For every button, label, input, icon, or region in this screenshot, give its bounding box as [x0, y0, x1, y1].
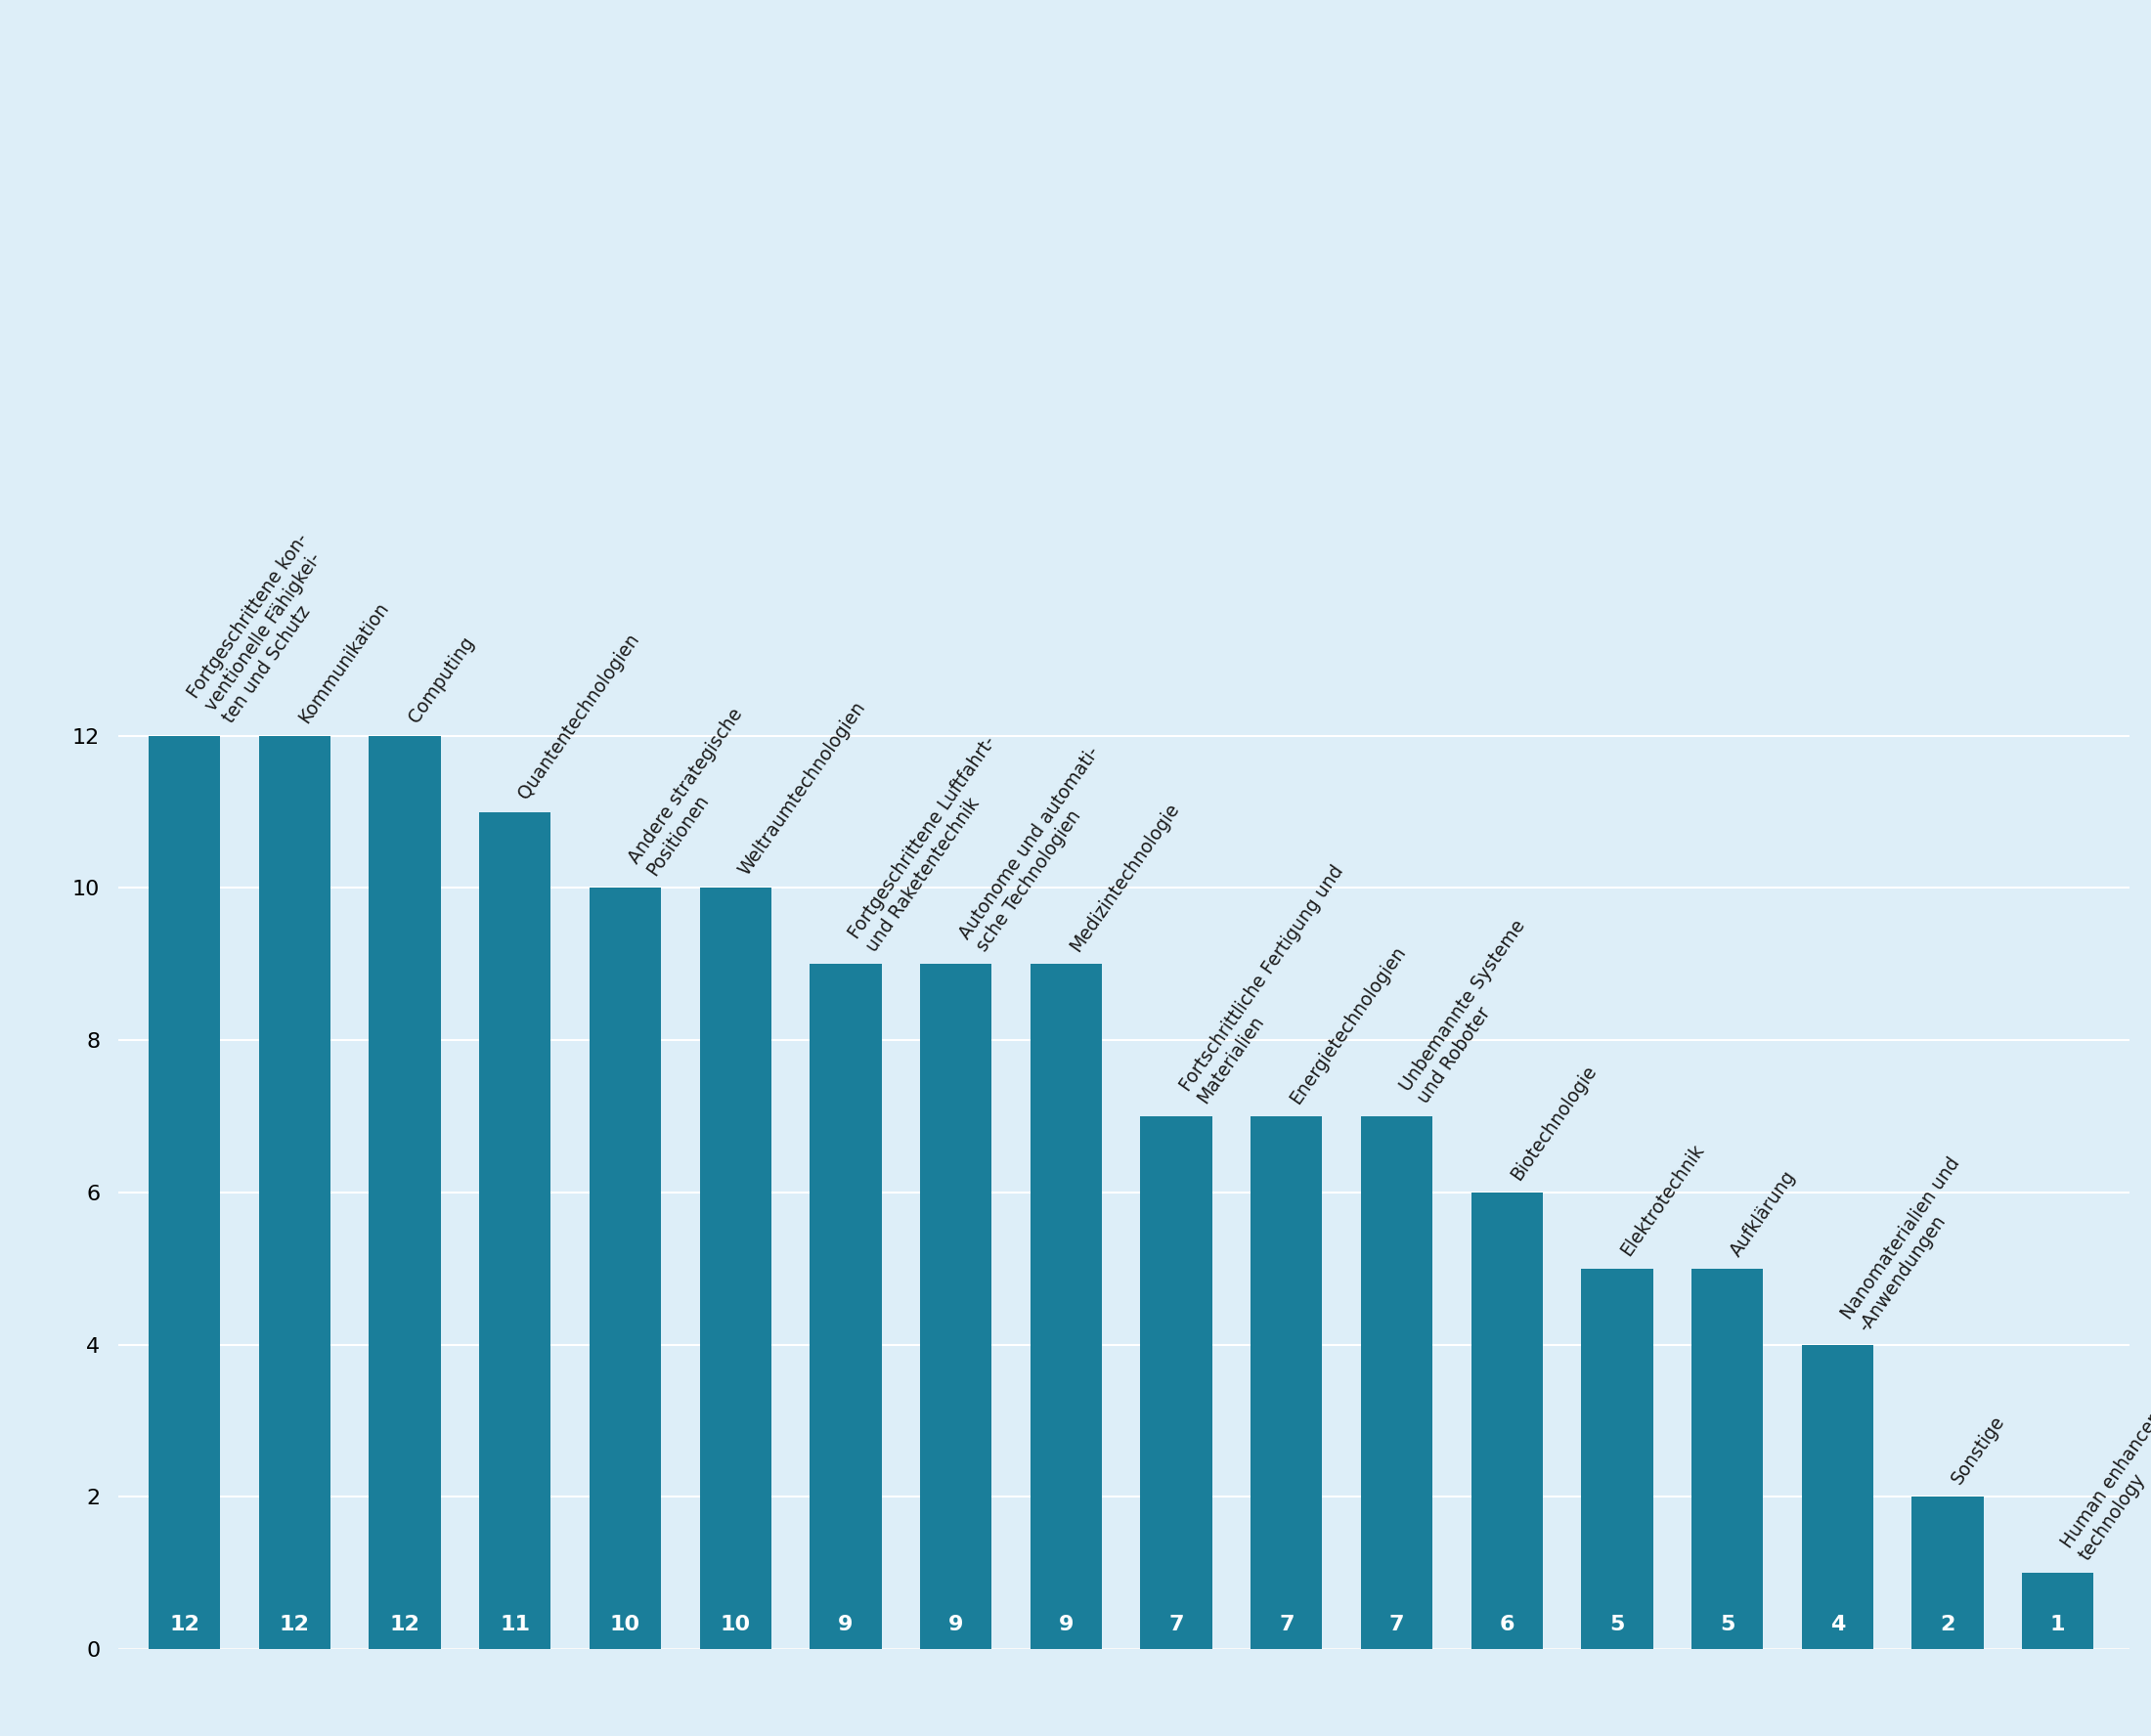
Text: 2: 2 [1940, 1614, 1955, 1634]
Text: 1: 1 [2050, 1614, 2065, 1634]
Text: Aufklärung: Aufklärung [1727, 1167, 1800, 1260]
Text: 10: 10 [721, 1614, 751, 1634]
Text: Kommunikation: Kommunikation [295, 599, 391, 727]
Text: Autonome und automati-
sche Technologien: Autonome und automati- sche Technologien [955, 743, 1121, 955]
Text: Medizintechnologie: Medizintechnologie [1067, 800, 1183, 955]
Text: Quantentechnologien: Quantentechnologien [514, 630, 643, 802]
Text: Biotechnologie: Biotechnologie [1508, 1062, 1600, 1184]
Bar [1691, 1269, 1764, 1649]
Bar [921, 963, 992, 1649]
Text: Energietechnologien: Energietechnologien [1286, 943, 1409, 1108]
Text: Fortschrittliche Fertigung und
Materialien: Fortschrittliche Fertigung und Materiali… [1177, 863, 1364, 1108]
Bar [1912, 1496, 1983, 1649]
Text: Nanomaterialien und
-Anwendungen: Nanomaterialien und -Anwendungen [1837, 1154, 1981, 1335]
Text: 11: 11 [499, 1614, 529, 1634]
Text: 12: 12 [170, 1614, 200, 1634]
Text: 10: 10 [611, 1614, 641, 1634]
Bar [1250, 1116, 1323, 1649]
Text: 7: 7 [1168, 1614, 1183, 1634]
Text: 7: 7 [1280, 1614, 1295, 1634]
Text: Fortgeschrittene Luftfahrt-
und Raketentechnik: Fortgeschrittene Luftfahrt- und Raketent… [845, 733, 1017, 955]
Text: Human enhancement
technology: Human enhancement technology [2059, 1378, 2151, 1564]
Text: Fortgeschrittene kon-
ventionelle Fähigkei-
ten und Schutz: Fortgeschrittene kon- ventionelle Fähigk… [185, 529, 348, 727]
Text: 5: 5 [1721, 1614, 1734, 1634]
Text: 6: 6 [1499, 1614, 1514, 1634]
Text: 4: 4 [1831, 1614, 1846, 1634]
Bar [480, 812, 551, 1649]
Text: Computing: Computing [404, 634, 478, 727]
Bar [589, 889, 660, 1649]
Bar [258, 736, 331, 1649]
Bar [2022, 1573, 2093, 1649]
Text: 9: 9 [949, 1614, 964, 1634]
Bar [1471, 1193, 1542, 1649]
Text: Andere strategische
Positionen: Andere strategische Positionen [626, 705, 764, 878]
Bar [1581, 1269, 1652, 1649]
Text: 7: 7 [1390, 1614, 1405, 1634]
Bar [370, 736, 441, 1649]
Bar [809, 963, 882, 1649]
Text: 9: 9 [1058, 1614, 1073, 1634]
Text: 12: 12 [389, 1614, 419, 1634]
Text: 9: 9 [839, 1614, 854, 1634]
Text: Elektrotechnik: Elektrotechnik [1618, 1141, 1708, 1260]
Bar [1362, 1116, 1433, 1649]
Text: Weltraumtechnologien: Weltraumtechnologien [736, 698, 869, 878]
Bar [1140, 1116, 1211, 1649]
Bar [699, 889, 772, 1649]
Text: Sonstige: Sonstige [1947, 1413, 2009, 1488]
Bar [1030, 963, 1101, 1649]
Bar [148, 736, 219, 1649]
Text: Unbemannte Systeme
und Roboter: Unbemannte Systeme und Roboter [1396, 917, 1547, 1108]
Text: 12: 12 [280, 1614, 310, 1634]
Bar [1803, 1345, 1874, 1649]
Text: 5: 5 [1609, 1614, 1624, 1634]
